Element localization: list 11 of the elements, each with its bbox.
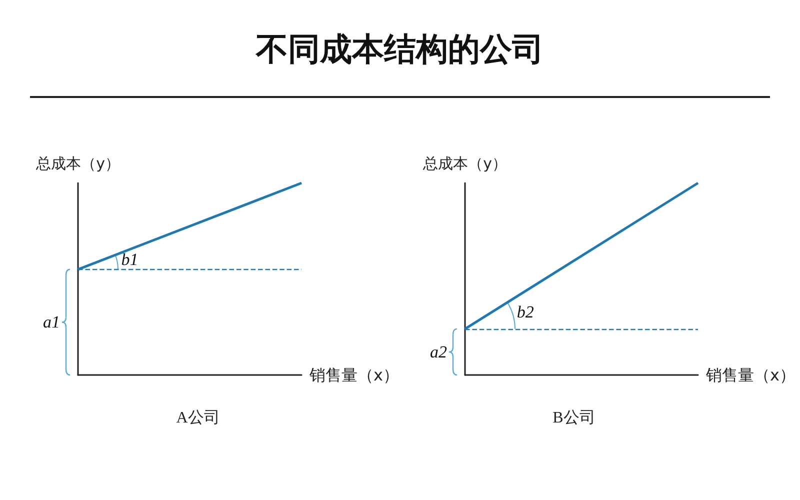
annotation: a1	[43, 312, 60, 332]
y-axis-title: 总成本（y）	[422, 154, 507, 172]
chart-title: 不同成本结构的公司	[254, 29, 545, 70]
text: B公司	[552, 410, 596, 426]
text: A公司	[176, 410, 220, 426]
annotation: b2	[516, 302, 534, 322]
annotation: a2	[430, 342, 448, 362]
x-axis-title: 销售量（x）	[308, 366, 399, 384]
annotation: b1	[121, 250, 138, 269]
x-axis-title: 销售量（x）	[705, 366, 796, 384]
y-axis-title: 总成本（y）	[35, 154, 120, 172]
